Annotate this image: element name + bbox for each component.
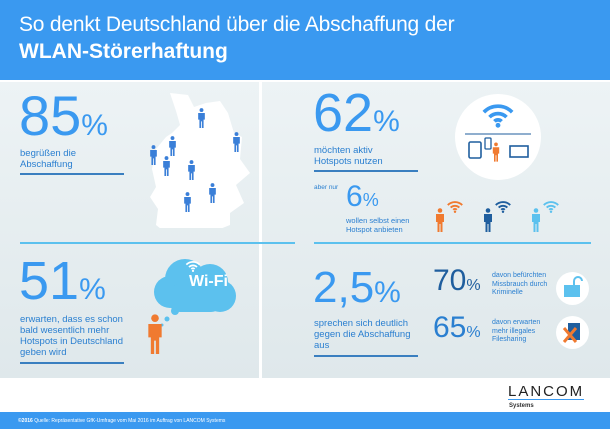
stat-expect-value: 51%	[19, 251, 106, 311]
tablet-icon	[468, 141, 482, 159]
source-note: Quelle: Repräsentative GfK-Umfrage vom M…	[34, 418, 226, 424]
divider	[314, 355, 418, 357]
stat-active-text: möchten aktiv Hotspots nutzen	[314, 145, 383, 167]
logo-subtitle: Systems	[509, 403, 534, 409]
divider	[20, 362, 124, 364]
divider	[314, 170, 418, 172]
person-icon	[484, 208, 492, 232]
wifi-cloud	[148, 259, 236, 354]
divider	[314, 242, 591, 244]
lock-icon	[556, 272, 589, 305]
stat-against-value: 2,5%	[313, 263, 401, 312]
person-icon	[492, 142, 500, 162]
devices-circle	[455, 94, 541, 180]
stat-filesharing-value: 65%	[433, 311, 481, 344]
title-line-2: WLAN-Störerhaftung	[19, 40, 228, 63]
germany-map	[150, 93, 250, 228]
person-icon	[532, 208, 540, 232]
stat-filesharing-text: davon erwarten mehr illegales Filesharin…	[492, 319, 541, 343]
header-banner: So denkt Deutschland über die Abschaffun…	[0, 0, 610, 80]
lancom-logo: LANCOM	[508, 383, 585, 400]
stat-offer-prefix: aber nur	[314, 184, 339, 191]
stat-abuse-text: davon befürchten Missbrauch durch Krimin…	[492, 272, 548, 296]
file-blocked-icon	[556, 316, 589, 349]
person-icon	[436, 208, 444, 232]
copyright: ©2016	[18, 418, 33, 424]
wifi-label: Wi-Fi	[189, 273, 228, 290]
vertical-divider	[259, 82, 262, 378]
divider	[20, 242, 295, 244]
wifi-icon	[494, 201, 512, 213]
stat-expect-text: erwarten, dass es schon bald wesentlich …	[20, 314, 123, 358]
person-icon	[148, 314, 162, 354]
laptop-icon	[509, 145, 529, 158]
wifi-icon	[481, 104, 515, 128]
hotspot-people	[436, 201, 560, 232]
stat-welcome-value: 85%	[19, 84, 108, 147]
stat-abuse-value: 70%	[433, 264, 481, 297]
wifi-icon	[446, 201, 464, 213]
footer-bar: ©2016 Quelle: Repräsentative GfK-Umfrage…	[0, 412, 610, 429]
title-line-1: So denkt Deutschland über die Abschaffun…	[19, 13, 455, 36]
divider	[20, 173, 124, 175]
stat-against-text: sprechen sich deutlich gegen die Abschaf…	[314, 318, 411, 351]
stat-offer-value: 6%	[346, 180, 379, 213]
stat-welcome-text: begrüßen die Abschaffung	[20, 148, 76, 170]
stat-active-value: 62%	[313, 83, 400, 143]
stat-offer-text: wollen selbst einen Hotspot anbieten	[346, 216, 410, 234]
phone-icon	[484, 137, 492, 150]
wifi-icon	[542, 201, 560, 213]
